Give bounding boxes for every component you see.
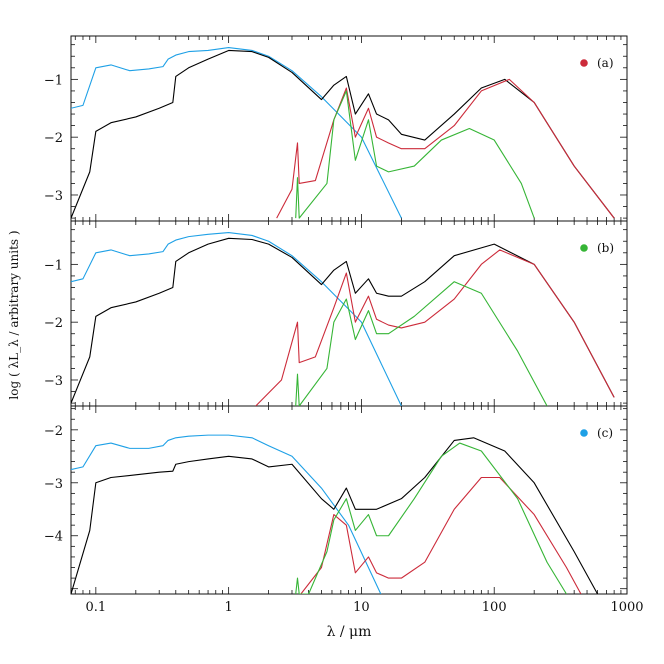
series-total-attenuated-panel-a (71, 49, 615, 219)
panel-c-curves (71, 434, 599, 594)
series-dust-emission-panel-c (300, 476, 582, 594)
series-total-attenuated-panel-c (71, 437, 599, 594)
x-tick-label: 1 (224, 600, 232, 615)
tick-layer (71, 36, 628, 594)
y-tick-label-panel-a: −2 (44, 131, 63, 146)
panel-a-curves (71, 47, 615, 219)
series-stellar-unattenuated-panel-a (71, 47, 402, 219)
x-axis-label: λ / μm (327, 624, 372, 640)
panel-a-frame (70, 35, 628, 222)
x-tick-label: 0.1 (85, 600, 106, 615)
series-ism-dust-emission-panel-c (295, 442, 567, 594)
series-dust-emission-panel-a (276, 78, 615, 219)
labels-layer: −1 −2 −3 (a) −1 −2 −3 (b) −2 −3 −4 (c) 0.1 1 10 100 1000 (44, 56, 644, 615)
series-ism-dust-emission-panel-b (295, 281, 548, 406)
legend-label-panel-b: (b) (597, 241, 614, 255)
y-tick-label-panel-c: −4 (44, 530, 63, 545)
panel-b-curves (71, 232, 615, 406)
legend-label-panel-c: (c) (597, 426, 613, 440)
legend-label-panel-a: (a) (597, 56, 614, 70)
y-axis-label: log ( λL_λ / arbitrary units ) (7, 230, 21, 399)
series-dust-emission-panel-b (255, 249, 615, 406)
y-tick-label-panel-b: −3 (44, 374, 63, 389)
panel-b-frame (70, 220, 628, 407)
x-tick-label: 100 (482, 600, 507, 615)
y-tick-label-panel-b: −1 (44, 258, 63, 273)
series-total-attenuated-panel-b (71, 237, 615, 404)
y-tick-label-panel-a: −3 (44, 189, 63, 204)
y-tick-label-panel-a: −1 (44, 73, 63, 88)
y-tick-label-panel-c: −2 (44, 424, 63, 439)
series-ism-dust-emission-panel-a (295, 90, 535, 219)
series-stellar-unattenuated-panel-b (71, 232, 402, 406)
legend-marker-panel-a (580, 59, 588, 67)
y-tick-label-panel-b: −2 (44, 316, 63, 331)
legend-marker-panel-c (580, 429, 588, 437)
panel-c-frame (70, 405, 628, 595)
x-tick-label: 1000 (610, 600, 643, 615)
y-tick-label-panel-c: −3 (44, 477, 63, 492)
series-stellar-unattenuated-panel-c (71, 434, 382, 594)
curves-layer (71, 47, 615, 594)
legend-marker-panel-b (580, 244, 588, 252)
x-tick-label: 10 (353, 600, 370, 615)
